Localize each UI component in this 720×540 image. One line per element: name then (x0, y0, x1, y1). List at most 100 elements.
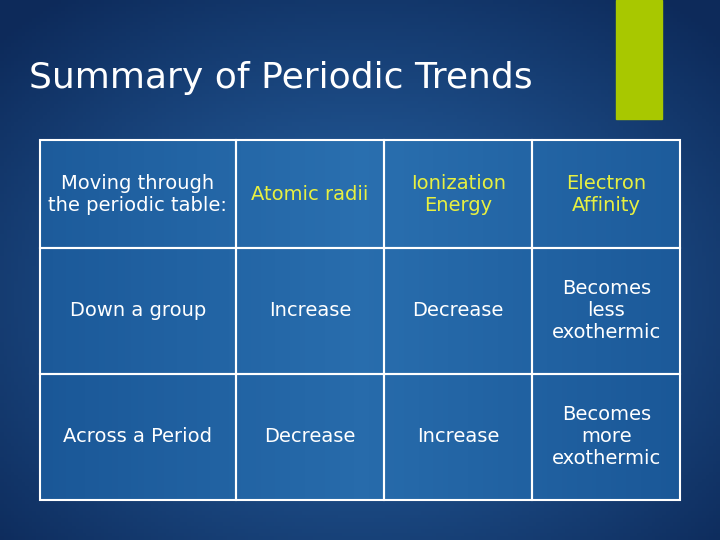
Bar (661, 140, 666, 248)
Bar (364, 374, 370, 500)
Bar (151, 374, 158, 500)
Bar (271, 374, 276, 500)
Bar (532, 140, 680, 248)
Bar (409, 248, 415, 374)
Bar (518, 140, 523, 248)
Bar (164, 248, 171, 374)
Bar (359, 248, 365, 374)
Bar (449, 140, 454, 248)
Bar (236, 248, 384, 374)
Bar (305, 374, 311, 500)
Bar (428, 248, 434, 374)
Bar (236, 140, 242, 248)
Bar (557, 248, 562, 374)
Bar (230, 374, 237, 500)
Bar (665, 140, 671, 248)
Bar (547, 374, 553, 500)
Bar (151, 140, 158, 248)
Bar (488, 248, 493, 374)
Bar (582, 248, 588, 374)
Text: Ionization
Energy: Ionization Energy (410, 174, 505, 215)
Bar (492, 248, 498, 374)
Bar (592, 140, 597, 248)
Bar (335, 248, 341, 374)
Bar (315, 248, 320, 374)
Bar (562, 374, 567, 500)
Bar (241, 248, 246, 374)
Bar (601, 140, 607, 248)
Bar (125, 140, 132, 248)
Bar (651, 140, 657, 248)
Bar (369, 374, 375, 500)
Bar (384, 248, 532, 374)
Bar (572, 374, 577, 500)
Bar (449, 248, 454, 374)
Bar (203, 140, 210, 248)
Bar (463, 374, 469, 500)
Bar (184, 140, 191, 248)
Bar (616, 0, 662, 119)
Bar (498, 140, 503, 248)
Bar (285, 140, 291, 248)
Bar (256, 374, 261, 500)
Bar (118, 374, 125, 500)
Bar (210, 140, 217, 248)
Bar (423, 140, 429, 248)
Bar (503, 140, 508, 248)
Bar (606, 374, 612, 500)
Bar (40, 248, 236, 374)
Bar (112, 140, 119, 248)
Bar (230, 140, 237, 248)
Bar (468, 140, 474, 248)
Bar (216, 140, 224, 248)
Bar (92, 374, 99, 500)
Bar (438, 248, 444, 374)
Bar (523, 374, 528, 500)
Bar (118, 248, 125, 374)
Bar (389, 140, 395, 248)
Bar (527, 248, 533, 374)
Bar (616, 140, 622, 248)
Bar (131, 248, 138, 374)
Bar (118, 140, 125, 248)
Text: Decrease: Decrease (264, 427, 356, 446)
Bar (66, 140, 73, 248)
Bar (488, 140, 493, 248)
Bar (320, 140, 325, 248)
Bar (203, 374, 210, 500)
Bar (236, 140, 384, 248)
Bar (300, 140, 306, 248)
Bar (547, 140, 553, 248)
Bar (330, 248, 336, 374)
Bar (105, 140, 112, 248)
Bar (364, 140, 370, 248)
Bar (125, 374, 132, 500)
Bar (478, 140, 484, 248)
Bar (675, 140, 681, 248)
Bar (369, 140, 375, 248)
Bar (621, 248, 627, 374)
Bar (300, 374, 306, 500)
Bar (184, 374, 191, 500)
Bar (438, 374, 444, 500)
Bar (184, 248, 191, 374)
Bar (53, 140, 60, 248)
Bar (59, 374, 66, 500)
Bar (454, 374, 459, 500)
Bar (197, 248, 204, 374)
Bar (40, 140, 236, 248)
Bar (592, 248, 597, 374)
Bar (562, 140, 567, 248)
Bar (256, 248, 261, 374)
Bar (394, 374, 400, 500)
Bar (537, 140, 543, 248)
Bar (86, 140, 93, 248)
Bar (99, 374, 106, 500)
Bar (210, 248, 217, 374)
Bar (389, 374, 395, 500)
Bar (310, 248, 315, 374)
Bar (216, 374, 224, 500)
Bar (492, 140, 498, 248)
Bar (423, 374, 429, 500)
Bar (384, 140, 532, 248)
